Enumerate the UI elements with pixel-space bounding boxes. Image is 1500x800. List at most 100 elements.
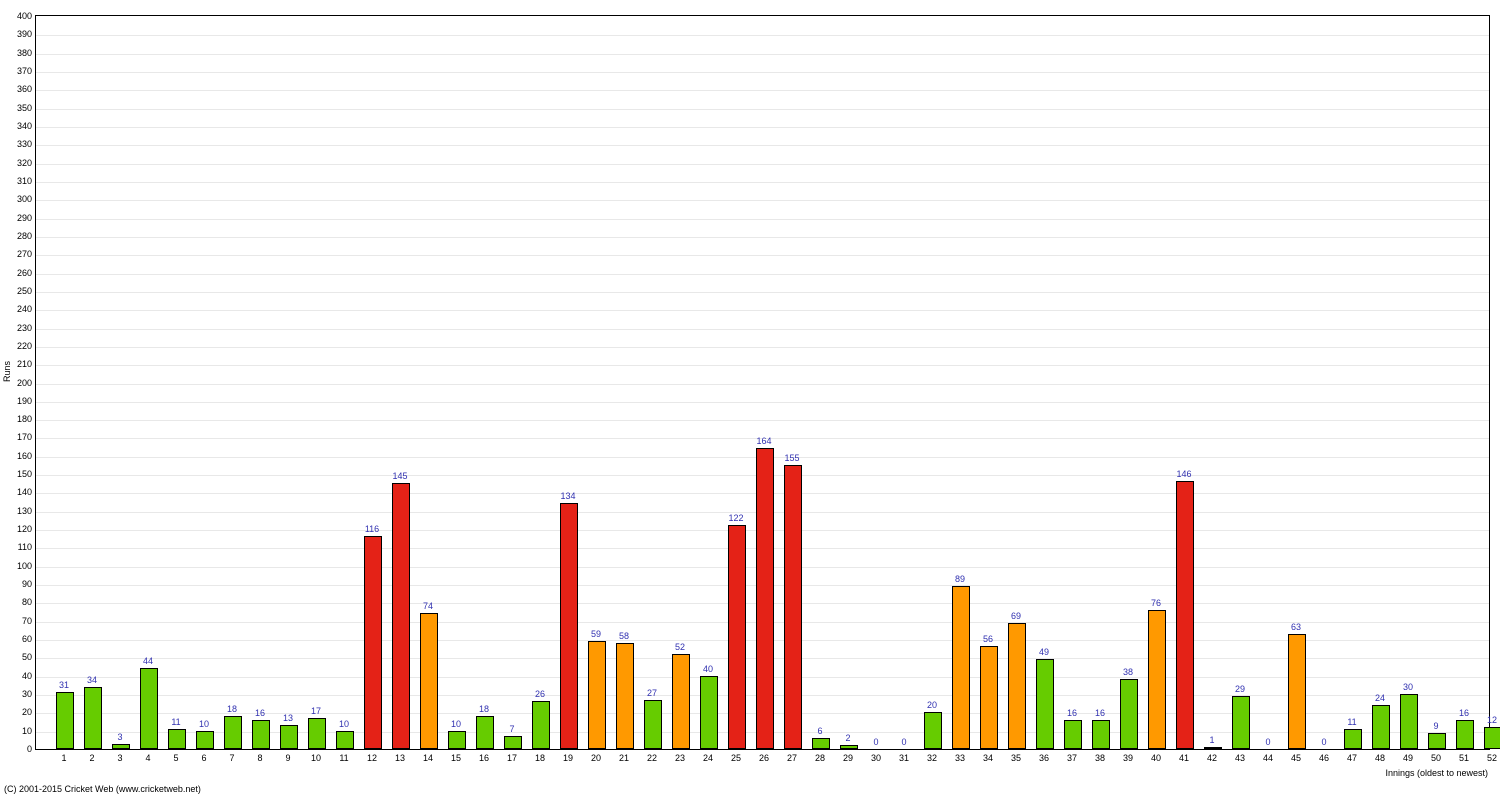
runs-by-innings-chart: Runs Innings (oldest to newest) (C) 2001… xyxy=(0,0,1500,800)
x-tick: 24 xyxy=(703,753,713,763)
bar xyxy=(924,712,942,749)
x-tick: 8 xyxy=(257,753,262,763)
x-tick: 21 xyxy=(619,753,629,763)
bar-value-label: 16 xyxy=(1459,708,1469,718)
x-tick: 12 xyxy=(367,753,377,763)
y-tick: 130 xyxy=(2,506,32,516)
x-tick: 45 xyxy=(1291,753,1301,763)
x-tick: 47 xyxy=(1347,753,1357,763)
y-tick: 60 xyxy=(2,634,32,644)
bar-value-label: 6 xyxy=(817,726,822,736)
y-tick: 260 xyxy=(2,268,32,278)
bar xyxy=(952,586,970,749)
x-tick: 27 xyxy=(787,753,797,763)
x-axis-label: Innings (oldest to newest) xyxy=(1385,768,1488,778)
copyright-text: (C) 2001-2015 Cricket Web (www.cricketwe… xyxy=(4,784,201,794)
y-tick: 80 xyxy=(2,597,32,607)
x-tick: 40 xyxy=(1151,753,1161,763)
gridline xyxy=(36,219,1489,220)
bar xyxy=(252,720,270,749)
bar-value-label: 10 xyxy=(339,719,349,729)
bar-value-label: 34 xyxy=(87,675,97,685)
bar xyxy=(1148,610,1166,749)
bar-value-label: 24 xyxy=(1375,693,1385,703)
y-tick: 390 xyxy=(2,29,32,39)
bar-value-label: 7 xyxy=(509,724,514,734)
bar xyxy=(1120,679,1138,749)
bar xyxy=(420,613,438,749)
x-tick: 4 xyxy=(145,753,150,763)
x-tick: 19 xyxy=(563,753,573,763)
gridline xyxy=(36,274,1489,275)
gridline xyxy=(36,164,1489,165)
x-tick: 34 xyxy=(983,753,993,763)
bar-value-label: 26 xyxy=(535,689,545,699)
bar xyxy=(756,448,774,749)
bar xyxy=(280,725,298,749)
bar-value-label: 58 xyxy=(619,631,629,641)
gridline xyxy=(36,310,1489,311)
bar-value-label: 38 xyxy=(1123,667,1133,677)
gridline xyxy=(36,255,1489,256)
bar xyxy=(196,731,214,749)
bar-value-label: 40 xyxy=(703,664,713,674)
gridline xyxy=(36,237,1489,238)
y-tick: 290 xyxy=(2,213,32,223)
bar-value-label: 155 xyxy=(784,453,799,463)
bar-value-label: 52 xyxy=(675,642,685,652)
y-tick: 10 xyxy=(2,726,32,736)
x-tick: 35 xyxy=(1011,753,1021,763)
x-tick: 3 xyxy=(117,753,122,763)
x-tick: 30 xyxy=(871,753,881,763)
bar xyxy=(1484,727,1500,749)
gridline xyxy=(36,365,1489,366)
x-tick: 37 xyxy=(1067,753,1077,763)
x-tick: 36 xyxy=(1039,753,1049,763)
gridline xyxy=(36,145,1489,146)
y-tick: 270 xyxy=(2,249,32,259)
x-tick: 6 xyxy=(201,753,206,763)
bar xyxy=(56,692,74,749)
x-tick: 44 xyxy=(1263,753,1273,763)
bar-value-label: 10 xyxy=(451,719,461,729)
plot-area xyxy=(35,15,1490,750)
y-tick: 70 xyxy=(2,616,32,626)
bar-value-label: 89 xyxy=(955,574,965,584)
y-tick: 210 xyxy=(2,359,32,369)
bar xyxy=(224,716,242,749)
bar-value-label: 9 xyxy=(1433,721,1438,731)
bar-value-label: 16 xyxy=(1067,708,1077,718)
y-tick: 40 xyxy=(2,671,32,681)
y-tick: 90 xyxy=(2,579,32,589)
bar xyxy=(812,738,830,749)
bar xyxy=(1176,481,1194,749)
y-tick: 300 xyxy=(2,194,32,204)
y-tick: 380 xyxy=(2,48,32,58)
bar-value-label: 146 xyxy=(1176,469,1191,479)
bar-value-label: 44 xyxy=(143,656,153,666)
x-tick: 5 xyxy=(173,753,178,763)
bar xyxy=(1288,634,1306,749)
bar-value-label: 31 xyxy=(59,680,69,690)
y-tick: 20 xyxy=(2,707,32,717)
x-tick: 20 xyxy=(591,753,601,763)
bar xyxy=(1372,705,1390,749)
gridline xyxy=(36,72,1489,73)
y-tick: 110 xyxy=(2,542,32,552)
bar-value-label: 0 xyxy=(1265,737,1270,747)
bar xyxy=(1232,696,1250,749)
x-tick: 9 xyxy=(285,753,290,763)
bar xyxy=(476,716,494,749)
y-tick: 230 xyxy=(2,323,32,333)
y-tick: 150 xyxy=(2,469,32,479)
y-tick: 30 xyxy=(2,689,32,699)
x-tick: 39 xyxy=(1123,753,1133,763)
bar-value-label: 20 xyxy=(927,700,937,710)
bar-value-label: 17 xyxy=(311,706,321,716)
bar-value-label: 164 xyxy=(756,436,771,446)
bar-value-label: 30 xyxy=(1403,682,1413,692)
bar-value-label: 18 xyxy=(227,704,237,714)
x-tick: 42 xyxy=(1207,753,1217,763)
x-tick: 17 xyxy=(507,753,517,763)
bar xyxy=(308,718,326,749)
